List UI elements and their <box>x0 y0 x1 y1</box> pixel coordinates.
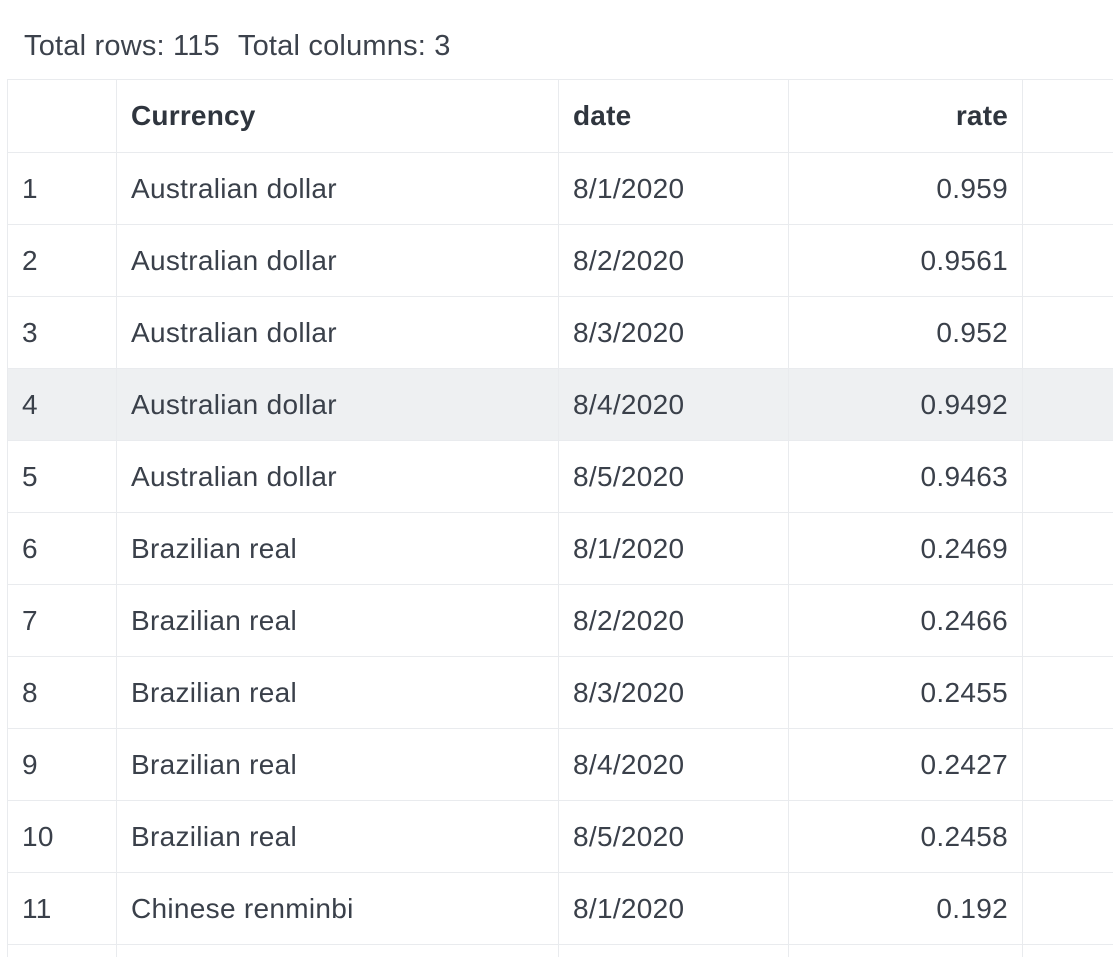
blank-cell <box>1022 152 1113 225</box>
rate-cell[interactable]: 0.952 <box>788 296 1023 369</box>
blank-cell <box>1022 224 1113 297</box>
rate-cell[interactable]: 0.2427 <box>788 728 1023 801</box>
data-grid: Currency date rate 1 Australian dollar 8/1… <box>7 79 1113 957</box>
date-cell[interactable]: 8/3/2020 <box>558 656 789 729</box>
rate-cell[interactable]: 0.9561 <box>788 224 1023 297</box>
date-cell[interactable]: 8/5/2020 <box>558 440 789 513</box>
blank-cell <box>788 944 1023 957</box>
table-row[interactable]: 8 Brazilian real 8/3/2020 0.2455 <box>7 656 1113 729</box>
currency-cell[interactable]: Brazilian real <box>116 512 559 585</box>
table-row[interactable]: 7 Brazilian real 8/2/2020 0.2466 <box>7 584 1113 657</box>
blank-cell <box>7 944 117 957</box>
header-cell-index[interactable] <box>7 79 117 153</box>
row-index-cell[interactable]: 5 <box>7 440 117 513</box>
rate-cell[interactable]: 0.192 <box>788 872 1023 945</box>
row-index-cell[interactable]: 9 <box>7 728 117 801</box>
rate-cell[interactable]: 0.959 <box>788 152 1023 225</box>
row-index-cell[interactable]: 8 <box>7 656 117 729</box>
currency-cell[interactable]: Brazilian real <box>116 584 559 657</box>
table-row[interactable]: 3 Australian dollar 8/3/2020 0.952 <box>7 296 1113 369</box>
row-index-cell[interactable]: 1 <box>7 152 117 225</box>
table-row[interactable]: 9 Brazilian real 8/4/2020 0.2427 <box>7 728 1113 801</box>
row-index-cell[interactable]: 3 <box>7 296 117 369</box>
rate-cell[interactable]: 0.9463 <box>788 440 1023 513</box>
blank-cell <box>1022 728 1113 801</box>
date-cell[interactable]: 8/4/2020 <box>558 368 789 441</box>
blank-cell <box>1022 296 1113 369</box>
blank-cell <box>1022 440 1113 513</box>
row-index-cell[interactable]: 2 <box>7 224 117 297</box>
row-index-cell[interactable]: 4 <box>7 368 117 441</box>
rate-cell[interactable]: 0.2455 <box>788 656 1023 729</box>
row-index-cell[interactable]: 7 <box>7 584 117 657</box>
rate-cell[interactable]: 0.2469 <box>788 512 1023 585</box>
blank-cell <box>116 944 559 957</box>
blank-cell <box>1022 584 1113 657</box>
table-row[interactable]: 5 Australian dollar 8/5/2020 0.9463 <box>7 440 1113 513</box>
date-cell[interactable]: 8/1/2020 <box>558 152 789 225</box>
date-cell[interactable]: 8/1/2020 <box>558 872 789 945</box>
table-row[interactable]: 11 Chinese renminbi 8/1/2020 0.192 <box>7 872 1113 945</box>
header-cell-currency[interactable]: Currency <box>116 79 559 153</box>
table-row[interactable]: 6 Brazilian real 8/1/2020 0.2469 <box>7 512 1113 585</box>
date-cell[interactable]: 8/1/2020 <box>558 512 789 585</box>
date-cell[interactable]: 8/2/2020 <box>558 224 789 297</box>
header-cell-date[interactable]: date <box>558 79 789 153</box>
blank-cell <box>1022 944 1113 957</box>
header-cell-blank <box>1022 79 1113 153</box>
table-row[interactable]: 1 Australian dollar 8/1/2020 0.959 <box>7 152 1113 225</box>
row-index-cell[interactable]: 6 <box>7 512 117 585</box>
blank-cell <box>1022 872 1113 945</box>
currency-cell[interactable]: Australian dollar <box>116 152 559 225</box>
date-cell[interactable]: 8/4/2020 <box>558 728 789 801</box>
header-cell-rate[interactable]: rate <box>788 79 1023 153</box>
rate-cell[interactable]: 0.9492 <box>788 368 1023 441</box>
blank-cell <box>1022 656 1113 729</box>
currency-cell[interactable]: Brazilian real <box>116 728 559 801</box>
currency-cell[interactable]: Australian dollar <box>116 224 559 297</box>
rate-cell[interactable]: 0.2466 <box>788 584 1023 657</box>
rate-cell[interactable]: 0.2458 <box>788 800 1023 873</box>
header-row: Currency date rate <box>7 79 1113 153</box>
date-cell[interactable]: 8/2/2020 <box>558 584 789 657</box>
date-cell[interactable]: 8/3/2020 <box>558 296 789 369</box>
blank-cell <box>1022 512 1113 585</box>
currency-cell[interactable]: Brazilian real <box>116 656 559 729</box>
currency-cell[interactable]: Brazilian real <box>116 800 559 873</box>
total-rows-label: Total rows: 115 <box>24 30 220 62</box>
table-row-partial[interactable] <box>7 944 1113 957</box>
table-row[interactable]: 10 Brazilian real 8/5/2020 0.2458 <box>7 800 1113 873</box>
blank-cell <box>1022 800 1113 873</box>
blank-cell <box>1022 368 1113 441</box>
table-row[interactable]: 2 Australian dollar 8/2/2020 0.9561 <box>7 224 1113 297</box>
currency-cell[interactable]: Australian dollar <box>116 296 559 369</box>
currency-cell[interactable]: Australian dollar <box>116 440 559 513</box>
currency-cell[interactable]: Chinese renminbi <box>116 872 559 945</box>
currency-cell[interactable]: Australian dollar <box>116 368 559 441</box>
table-row[interactable]: 4 Australian dollar 8/4/2020 0.9492 <box>7 368 1113 441</box>
total-columns-label: Total columns: 3 <box>237 30 451 62</box>
blank-cell <box>558 944 789 957</box>
row-index-cell[interactable]: 10 <box>7 800 117 873</box>
table-summary: Total rows: 115 Total columns: 3 <box>0 0 1113 63</box>
date-cell[interactable]: 8/5/2020 <box>558 800 789 873</box>
data-table: Currency date rate 1 Australian dollar 8/1… <box>7 79 1113 957</box>
row-index-cell[interactable]: 11 <box>7 872 117 945</box>
